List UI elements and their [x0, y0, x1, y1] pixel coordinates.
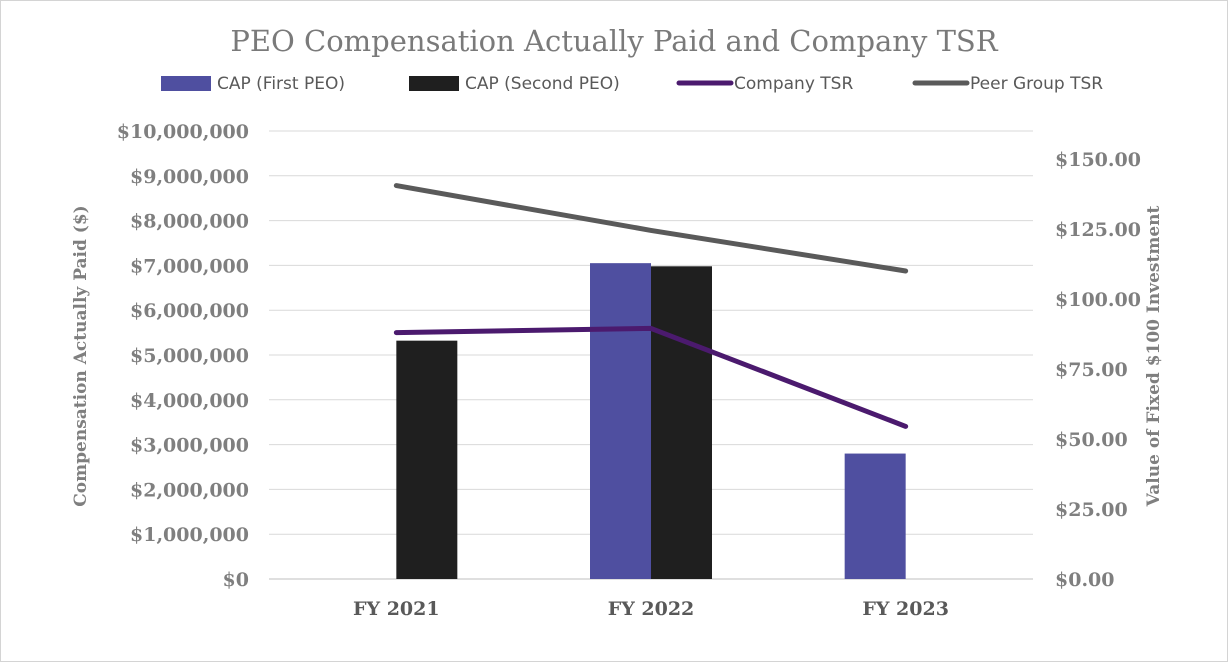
right-axis: $0.00 $25.00 $50.00 $75.00 $100.00 $125.00 $15… — [1055, 149, 1141, 591]
y2-tick-label: $0.00 — [1055, 569, 1115, 591]
y-tick-label: $3,000,000 — [130, 435, 249, 457]
left-axis: $0 $1,000,000 $2,000,000 $3,000,000 $4,000,0… — [117, 121, 249, 591]
y-tick-label: $10,000,000 — [117, 121, 249, 143]
legend-swatch-1 — [409, 76, 459, 91]
y2-tick-label: $75.00 — [1055, 359, 1128, 381]
y-tick-label: $9,000,000 — [130, 166, 249, 188]
line-2 — [393, 325, 909, 429]
line-3 — [393, 183, 909, 274]
legend-label-2: Company TSR — [734, 74, 853, 94]
y-tick-label: $2,000,000 — [130, 479, 249, 501]
bar-1-1 — [651, 266, 712, 579]
legend-swatch-0 — [161, 76, 211, 91]
y-axis-title: Compensation Actually Paid ($) — [71, 205, 91, 506]
x-axis: FY 2021 FY 2022 FY 2023 — [353, 598, 949, 620]
y2-axis-title: Value of Fixed $100 Investment — [1144, 205, 1164, 507]
bar-0-2 — [844, 453, 906, 579]
y2-tick-label: $100.00 — [1055, 289, 1141, 311]
x-tick-label: FY 2023 — [862, 598, 949, 620]
chart-title: PEO Compensation Actually Paid and Compa… — [230, 24, 998, 58]
y-tick-label: $5,000,000 — [130, 345, 249, 367]
y2-tick-label: $150.00 — [1055, 149, 1141, 171]
x-tick-label: FY 2021 — [353, 598, 440, 620]
y2-tick-label: $125.00 — [1055, 219, 1141, 241]
legend: CAP (First PEO) CAP (Second PEO) Company T… — [161, 74, 1103, 94]
lines — [393, 183, 909, 429]
y2-tick-label: $50.00 — [1055, 429, 1128, 451]
legend-label-3: Peer Group TSR — [970, 74, 1103, 94]
y-tick-label: $4,000,000 — [130, 390, 249, 412]
bar-0-1 — [590, 263, 651, 579]
y-tick-label: $0 — [223, 569, 249, 591]
x-tick-label: FY 2022 — [608, 598, 695, 620]
y-tick-label: $8,000,000 — [130, 211, 249, 233]
y-tick-label: $7,000,000 — [130, 255, 249, 277]
bar-1-0 — [396, 340, 458, 579]
legend-label-1: CAP (Second PEO) — [465, 74, 620, 94]
bars — [396, 263, 906, 579]
y-tick-label: $6,000,000 — [130, 300, 249, 322]
y-tick-label: $1,000,000 — [130, 524, 249, 546]
y2-tick-label: $25.00 — [1055, 499, 1128, 521]
legend-label-0: CAP (First PEO) — [217, 74, 345, 94]
